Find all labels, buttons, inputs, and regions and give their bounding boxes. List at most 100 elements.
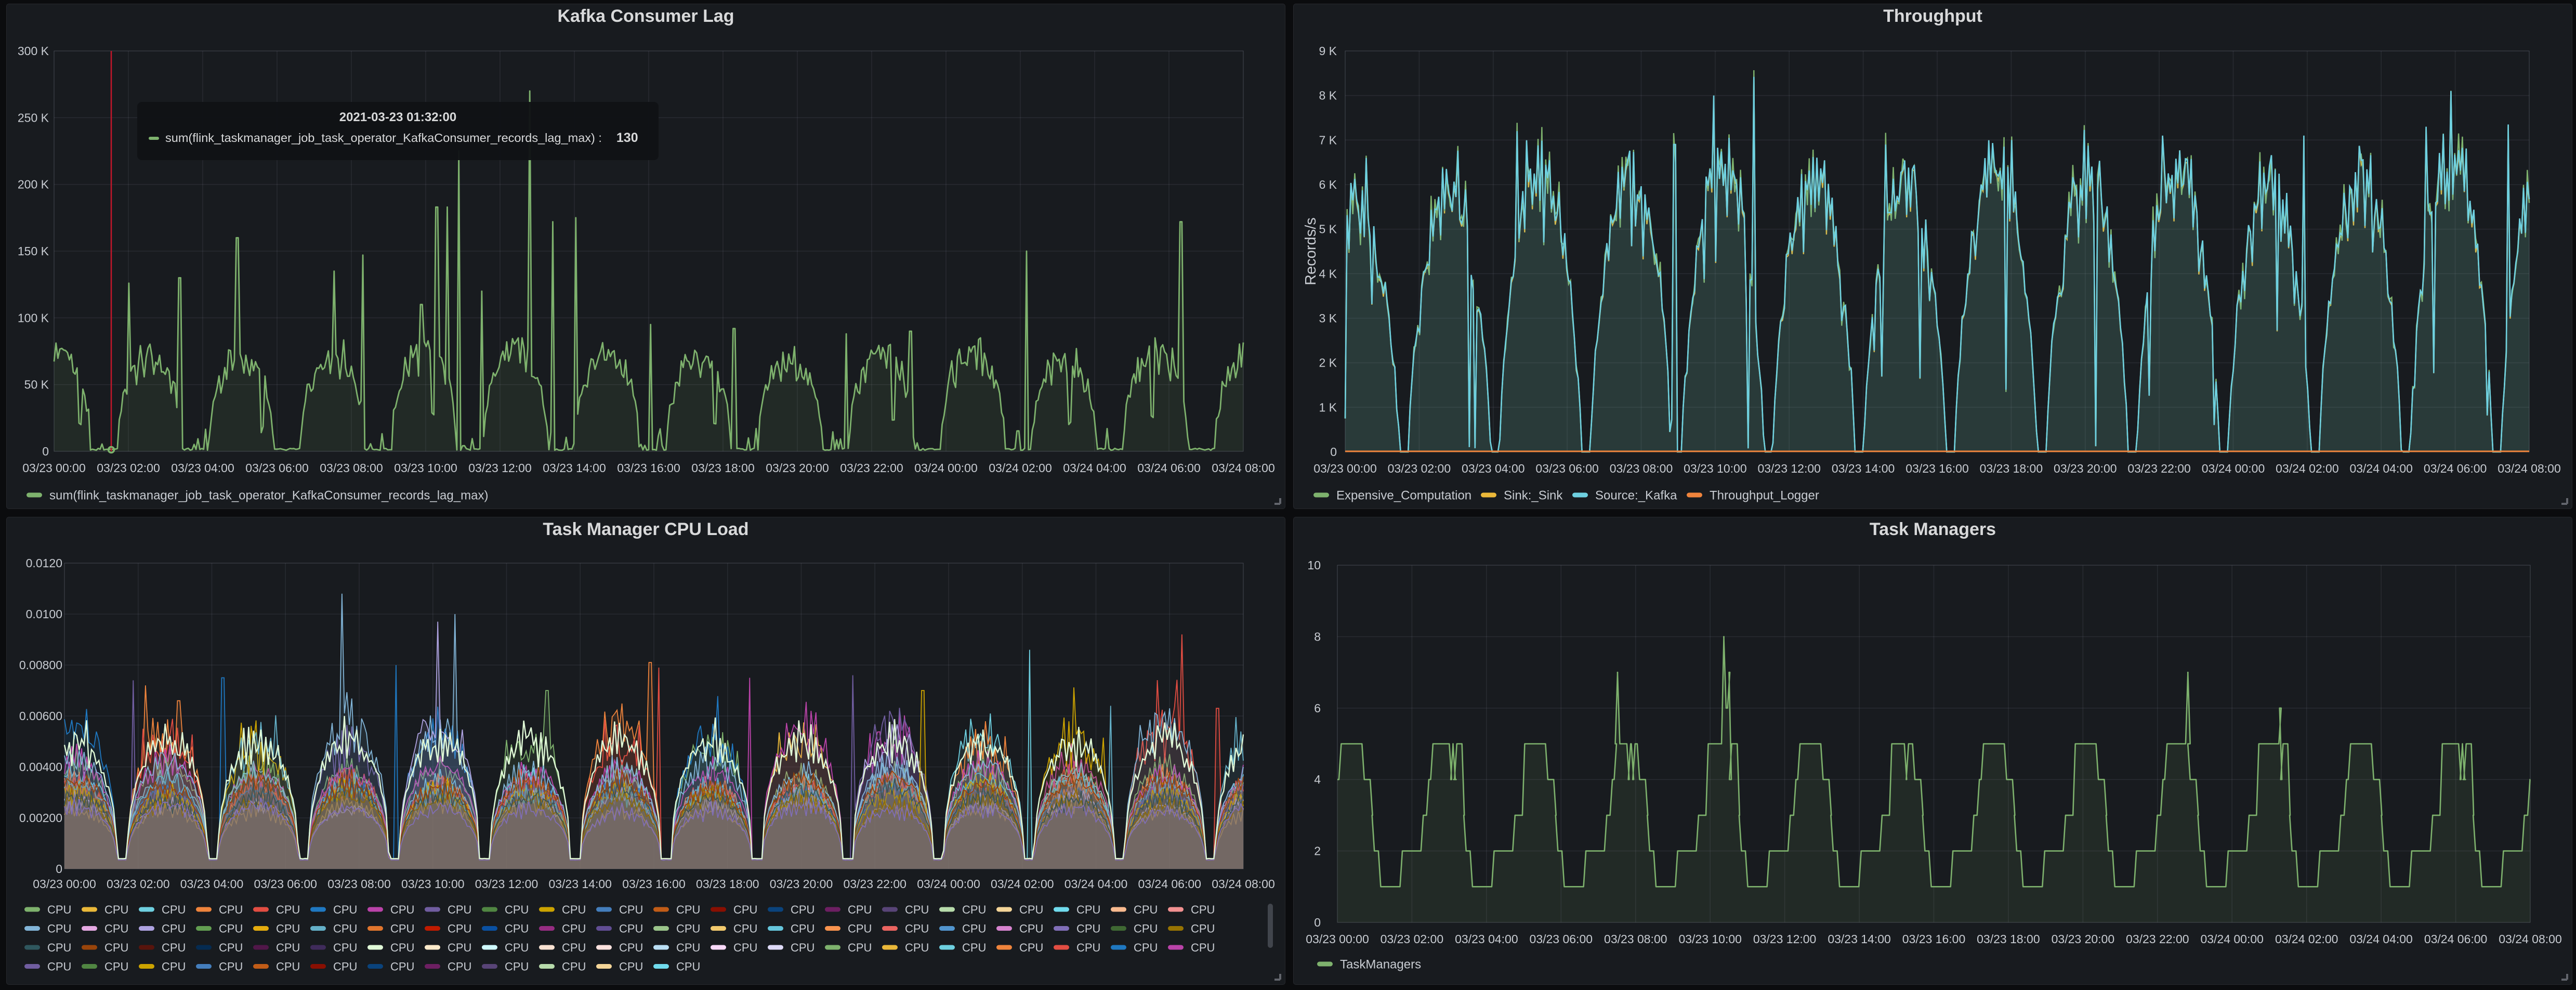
svg-text:CPU: CPU (276, 922, 300, 935)
svg-text:2: 2 (1314, 844, 1321, 858)
svg-text:03/23 10:00: 03/23 10:00 (1684, 462, 1747, 475)
svg-text:CPU: CPU (505, 960, 529, 973)
svg-text:0: 0 (56, 862, 62, 876)
svg-text:Source:_Kafka: Source:_Kafka (1595, 489, 1677, 503)
svg-text:CPU: CPU (47, 922, 71, 935)
svg-text:0: 0 (1330, 445, 1337, 459)
svg-text:03/24 04:00: 03/24 04:00 (2349, 932, 2413, 946)
svg-text:CPU: CPU (162, 903, 186, 916)
svg-text:200 K: 200 K (18, 178, 49, 191)
svg-text:CPU: CPU (1019, 922, 1043, 935)
svg-text:CPU: CPU (219, 922, 243, 935)
svg-text:03/23 18:00: 03/23 18:00 (691, 461, 755, 475)
svg-text:CPU: CPU (333, 941, 357, 954)
svg-text:03/24 02:00: 03/24 02:00 (2276, 462, 2339, 475)
svg-text:CPU: CPU (390, 960, 414, 973)
svg-text:03/23 20:00: 03/23 20:00 (2054, 462, 2117, 475)
svg-text:0.0120: 0.0120 (26, 556, 62, 570)
svg-text:8 K: 8 K (1319, 89, 1337, 102)
svg-text:03/23 12:00: 03/23 12:00 (468, 461, 532, 475)
svg-text:03/23 12:00: 03/23 12:00 (1753, 932, 1817, 946)
svg-text:CPU: CPU (448, 960, 471, 973)
svg-text:CPU: CPU (848, 903, 872, 916)
svg-text:03/23 22:00: 03/23 22:00 (2126, 932, 2189, 946)
svg-text:03/23 00:00: 03/23 00:00 (1306, 932, 1369, 946)
svg-text:CPU: CPU (104, 903, 128, 916)
svg-text:CPU: CPU (333, 922, 357, 935)
svg-text:CPU: CPU (791, 903, 814, 916)
svg-text:03/23 16:00: 03/23 16:00 (1905, 462, 1969, 475)
svg-text:CPU: CPU (733, 903, 757, 916)
svg-text:0.00400: 0.00400 (19, 760, 62, 774)
svg-text:03/24 00:00: 03/24 00:00 (2200, 932, 2264, 946)
svg-text:CPU: CPU (848, 922, 872, 935)
svg-text:03/23 04:00: 03/23 04:00 (171, 461, 234, 475)
svg-text:CPU: CPU (390, 941, 414, 954)
svg-text:03/23 16:00: 03/23 16:00 (617, 461, 680, 475)
svg-text:CPU: CPU (1191, 941, 1215, 954)
svg-text:03/23 10:00: 03/23 10:00 (401, 877, 465, 891)
svg-text:03/24 00:00: 03/24 00:00 (2202, 462, 2265, 475)
svg-text:03/23 04:00: 03/23 04:00 (1455, 932, 1518, 946)
svg-text:03/24 06:00: 03/24 06:00 (1137, 461, 1201, 475)
svg-text:300 K: 300 K (18, 44, 49, 58)
svg-text:03/24 04:00: 03/24 04:00 (1064, 877, 1128, 891)
svg-text:Kafka Consumer Lag: Kafka Consumer Lag (557, 6, 734, 26)
svg-text:50 K: 50 K (24, 378, 49, 392)
svg-text:03/24 08:00: 03/24 08:00 (1212, 461, 1275, 475)
svg-text:2 K: 2 K (1319, 356, 1337, 370)
svg-text:250 K: 250 K (18, 111, 49, 124)
svg-text:03/24 00:00: 03/24 00:00 (914, 461, 978, 475)
svg-text:CPU: CPU (104, 922, 128, 935)
svg-text:CPU: CPU (333, 960, 357, 973)
svg-text:CPU: CPU (1191, 922, 1215, 935)
svg-text:CPU: CPU (276, 960, 300, 973)
svg-text:CPU: CPU (562, 903, 586, 916)
svg-text:CPU: CPU (162, 960, 186, 973)
svg-text:CPU: CPU (733, 941, 757, 954)
svg-text:03/23 00:00: 03/23 00:00 (22, 461, 86, 475)
svg-text:CPU: CPU (676, 903, 700, 916)
svg-text:03/23 18:00: 03/23 18:00 (1977, 932, 2040, 946)
svg-text:1 K: 1 K (1319, 400, 1337, 414)
svg-text:6 K: 6 K (1319, 178, 1337, 191)
svg-text:CPU: CPU (47, 903, 71, 916)
svg-text:03/24 06:00: 03/24 06:00 (1138, 877, 1201, 891)
svg-text:100 K: 100 K (18, 311, 49, 324)
svg-text:03/23 02:00: 03/23 02:00 (97, 461, 160, 475)
svg-text:03/23 08:00: 03/23 08:00 (1610, 462, 1673, 475)
svg-text:CPU: CPU (619, 941, 643, 954)
svg-text:CPU: CPU (505, 903, 529, 916)
svg-text:4 K: 4 K (1319, 267, 1337, 280)
svg-text:CPU: CPU (104, 941, 128, 954)
svg-text:CPU: CPU (1076, 941, 1100, 954)
svg-text:03/23 20:00: 03/23 20:00 (770, 877, 833, 891)
svg-text:3 K: 3 K (1319, 311, 1337, 325)
svg-text:03/23 00:00: 03/23 00:00 (1313, 462, 1377, 475)
svg-text:0.0100: 0.0100 (26, 607, 62, 621)
svg-text:03/24 06:00: 03/24 06:00 (2424, 932, 2488, 946)
svg-text:9 K: 9 K (1319, 44, 1337, 58)
svg-text:03/23 14:00: 03/23 14:00 (548, 877, 612, 891)
svg-text:TaskManagers: TaskManagers (1340, 958, 1421, 972)
svg-text:03/23 04:00: 03/23 04:00 (180, 877, 244, 891)
svg-text:Sink:_Sink: Sink:_Sink (1504, 489, 1563, 503)
svg-text:03/24 08:00: 03/24 08:00 (1212, 877, 1275, 891)
svg-text:CPU: CPU (1134, 903, 1158, 916)
svg-text:CPU: CPU (619, 960, 643, 973)
svg-text:sum(flink_taskmanager_job_task: sum(flink_taskmanager_job_task_operator_… (49, 489, 488, 503)
svg-text:CPU: CPU (733, 922, 757, 935)
svg-text:03/24 04:00: 03/24 04:00 (2349, 462, 2413, 475)
svg-text:CPU: CPU (448, 903, 471, 916)
svg-text:03/23 06:00: 03/23 06:00 (1535, 462, 1599, 475)
svg-text:03/23 20:00: 03/23 20:00 (766, 461, 829, 475)
svg-text:CPU: CPU (1076, 922, 1100, 935)
svg-text:6: 6 (1314, 701, 1321, 715)
svg-text:03/23 06:00: 03/23 06:00 (254, 877, 317, 891)
svg-text:03/24 02:00: 03/24 02:00 (989, 461, 1052, 475)
svg-text:03/23 10:00: 03/23 10:00 (1678, 932, 1742, 946)
svg-text:03/23 10:00: 03/23 10:00 (394, 461, 457, 475)
svg-text:CPU: CPU (47, 960, 71, 973)
svg-text:CPU: CPU (333, 903, 357, 916)
svg-text:03/23 12:00: 03/23 12:00 (1757, 462, 1821, 475)
